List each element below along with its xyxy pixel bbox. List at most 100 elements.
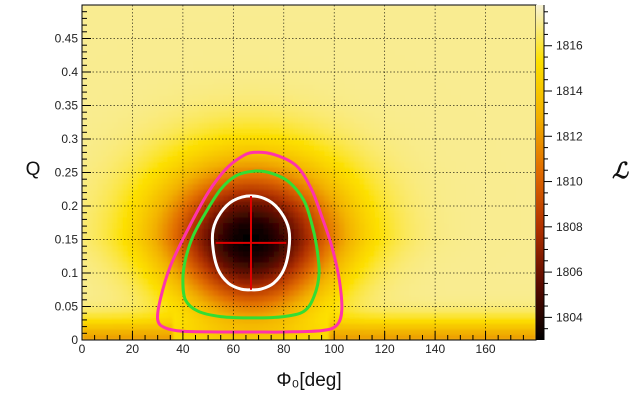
heatmap-cell [162, 250, 169, 257]
heatmap-cell [112, 172, 118, 179]
heatmap-cell [450, 49, 456, 56]
heatmap-cell [455, 77, 461, 84]
heatmap-cell [414, 256, 421, 263]
heatmap-cell [258, 122, 265, 129]
heatmap-cell [465, 144, 472, 151]
heatmap-cell [475, 144, 482, 151]
heatmap-cell [404, 94, 411, 101]
heatmap-cell [495, 239, 502, 246]
heatmap-cell [475, 211, 482, 218]
heatmap-cell [157, 105, 164, 112]
heatmap-cell [208, 317, 214, 324]
heatmap-cell [203, 233, 209, 241]
heatmap-cell [112, 127, 118, 135]
heatmap-cell [258, 77, 265, 84]
heatmap-cell [278, 256, 285, 263]
heatmap-cell [314, 21, 320, 28]
heatmap-cell [117, 5, 123, 12]
heatmap-cell [82, 10, 88, 17]
heatmap-cell [97, 161, 103, 168]
heatmap-cell [132, 49, 139, 56]
heatmap-cell [243, 261, 250, 269]
heatmap-cell [147, 5, 154, 12]
heatmap-cell [394, 111, 401, 118]
heatmap-cell [314, 60, 320, 68]
heatmap-cell [430, 38, 436, 45]
heatmap-cell [137, 111, 144, 118]
heatmap-cell [127, 111, 134, 118]
heatmap-cell [329, 72, 335, 79]
heatmap-cell [319, 111, 325, 118]
heatmap-cell [97, 256, 103, 263]
heatmap-cell [445, 155, 451, 162]
heatmap-cell [102, 127, 108, 135]
heatmap-cell [198, 99, 204, 107]
heatmap-cell [440, 161, 446, 168]
heatmap-cell [208, 161, 214, 168]
heatmap-cell [97, 245, 103, 252]
heatmap-cell [208, 88, 214, 95]
heatmap-cell [354, 289, 361, 296]
heatmap-cell [218, 317, 224, 324]
heatmap-cell [102, 328, 108, 336]
heatmap-cell [187, 116, 194, 123]
heatmap-cell [198, 228, 204, 235]
heatmap-cell [142, 317, 149, 324]
heatmap-cell [440, 44, 446, 51]
heatmap-cell [384, 94, 391, 101]
heatmap-cell [102, 116, 108, 123]
heatmap-cell [213, 166, 219, 174]
heatmap-cell [384, 99, 391, 107]
heatmap-cell [288, 300, 295, 308]
heatmap-cell [258, 317, 265, 324]
heatmap-cell [243, 166, 250, 174]
heatmap-cell [455, 328, 461, 336]
heatmap-cell [364, 206, 371, 213]
heatmap-cell [117, 323, 123, 330]
heatmap-cell [162, 99, 169, 107]
heatmap-cell [238, 317, 245, 324]
heatmap-cell [475, 267, 482, 274]
heatmap-cell [273, 306, 280, 313]
heatmap-cell [364, 245, 371, 252]
heatmap-cell [369, 206, 376, 213]
heatmap-cell [369, 211, 376, 218]
heatmap-cell [414, 233, 421, 241]
heatmap-cell [92, 295, 98, 302]
heatmap-cell [97, 72, 103, 79]
heatmap-cell [162, 334, 169, 340]
heatmap-cell [445, 88, 451, 95]
heatmap-cell [334, 44, 340, 51]
heatmap-cell [485, 194, 492, 202]
heatmap-cell [243, 99, 250, 107]
heatmap-cell [208, 178, 214, 185]
heatmap-cell [329, 94, 335, 101]
heatmap-cell [339, 32, 345, 40]
heatmap-cell [233, 183, 239, 190]
heatmap-cell [435, 217, 441, 224]
heatmap-cell [147, 10, 154, 17]
heatmap-cell [475, 206, 482, 213]
heatmap-cell [465, 300, 472, 308]
heatmap-cell [107, 323, 113, 330]
heatmap-cells [82, 5, 536, 340]
heatmap-cell [137, 83, 144, 90]
heatmap-cell [490, 49, 497, 56]
heatmap-cell [228, 183, 234, 190]
heatmap-cell [465, 250, 472, 257]
heatmap-cell [485, 233, 492, 241]
heatmap-cell [218, 88, 224, 95]
heatmap-cell [152, 289, 159, 296]
heatmap-cell [132, 217, 139, 224]
heatmap-cell [440, 77, 446, 84]
heatmap-cell [303, 144, 310, 151]
heatmap-cell [450, 88, 456, 95]
heatmap-cell [430, 273, 436, 280]
heatmap-cell [167, 328, 174, 336]
heatmap-cell [142, 99, 149, 107]
heatmap-cell [495, 133, 502, 140]
heatmap-cell [293, 111, 300, 118]
heatmap-cell [480, 300, 487, 308]
heatmap-cell [324, 273, 330, 280]
heatmap-cell [409, 295, 416, 302]
